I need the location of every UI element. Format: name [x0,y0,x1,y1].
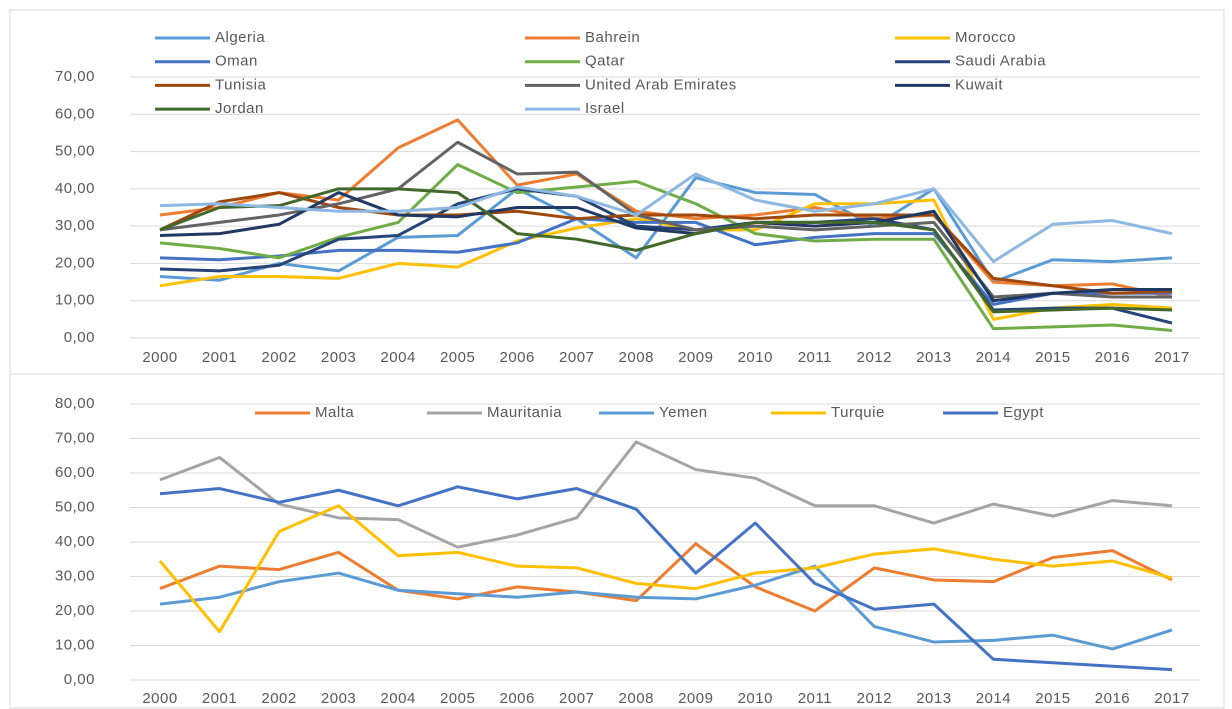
y-tick-label: 50,00 [55,143,95,160]
y-tick-label: 70,00 [55,68,95,85]
x-tick-label: 2002 [261,349,296,366]
x-tick-label: 2012 [857,349,892,366]
legend-label: Tunisia [215,76,266,93]
x-tick-label: 2010 [738,690,773,707]
legend-label: Yemen [659,404,708,421]
legend-label: Mauritania [487,404,562,421]
legend-label: United Arab Emirates [585,76,737,93]
legend-label: Turquie [831,404,885,421]
x-tick-label: 2013 [916,690,951,707]
y-tick-label: 0,00 [64,671,95,688]
y-tick-label: 20,00 [55,602,95,619]
x-tick-label: 2008 [619,349,654,366]
y-tick-label: 30,00 [55,217,95,234]
x-tick-label: 2010 [738,349,773,366]
x-tick-label: 2014 [976,690,1011,707]
y-tick-label: 40,00 [55,533,95,550]
series-line [159,440,1173,549]
x-tick-label: 2011 [798,349,832,366]
x-tick-label: 2006 [499,349,534,366]
x-tick-label: 2004 [380,690,415,707]
series-line [159,187,1173,314]
x-tick-label: 2015 [1035,349,1070,366]
x-tick-label: 2008 [619,690,654,707]
y-tick-label: 80,00 [55,395,95,412]
series-line [159,163,1173,333]
series-line [159,198,1173,321]
series-line [159,140,1172,299]
legend-label: Bahrein [585,29,640,46]
x-tick-label: 2013 [916,349,951,366]
x-tick-label: 2003 [321,349,356,366]
y-tick-label: 40,00 [55,180,95,197]
series-line [159,542,1173,613]
x-tick-label: 2014 [976,349,1011,366]
series-line [159,172,1173,264]
x-tick-label: 2002 [261,690,296,707]
series-line [159,191,1172,303]
series-line [159,187,1173,325]
legend-label: Israel [585,100,625,117]
x-tick-label: 2009 [678,690,713,707]
series-line [158,504,1173,634]
legend-label: Qatar [585,53,625,70]
y-tick-label: 10,00 [55,636,95,653]
x-tick-label: 2007 [559,349,594,366]
x-tick-label: 2005 [440,690,475,707]
legend-label: Morocco [955,29,1016,46]
x-tick-label: 2015 [1035,690,1070,707]
y-tick-label: 30,00 [55,567,95,584]
y-tick-label: 10,00 [55,292,95,309]
series-line [159,564,1173,651]
y-tick-label: 60,00 [55,464,95,481]
x-tick-label: 2000 [142,690,177,707]
x-tick-label: 2001 [202,349,237,366]
legend-label: Malta [315,404,354,421]
series-line [159,485,1173,672]
chart-frame [9,373,1225,709]
x-tick-label: 2012 [857,690,892,707]
x-tick-label: 2003 [321,690,356,707]
x-tick-label: 2009 [678,349,713,366]
legend-label: Jordan [215,100,264,117]
y-tick-label: 60,00 [55,105,95,122]
legend-label: Egypt [1003,404,1044,421]
x-tick-label: 2007 [559,690,594,707]
legend-label: Saudi Arabia [955,53,1046,70]
x-tick-label: 2017 [1154,690,1189,707]
x-tick-label: 2017 [1154,349,1189,366]
x-tick-label: 2006 [499,690,534,707]
x-tick-label: 2004 [380,349,415,366]
x-tick-label: 2011 [798,690,832,707]
y-tick-label: 50,00 [55,498,95,515]
x-tick-label: 2005 [440,349,475,366]
x-tick-label: 2016 [1095,349,1130,366]
y-tick-label: 70,00 [55,429,95,446]
x-tick-label: 2000 [142,349,177,366]
x-tick-label: 2016 [1095,690,1130,707]
legend-label: Kuwait [955,76,1003,93]
legend-label: Algeria [215,29,265,46]
y-tick-label: 0,00 [64,329,95,346]
x-tick-label: 2001 [202,690,237,707]
legend-label: Oman [215,53,258,70]
y-tick-label: 20,00 [55,254,95,271]
